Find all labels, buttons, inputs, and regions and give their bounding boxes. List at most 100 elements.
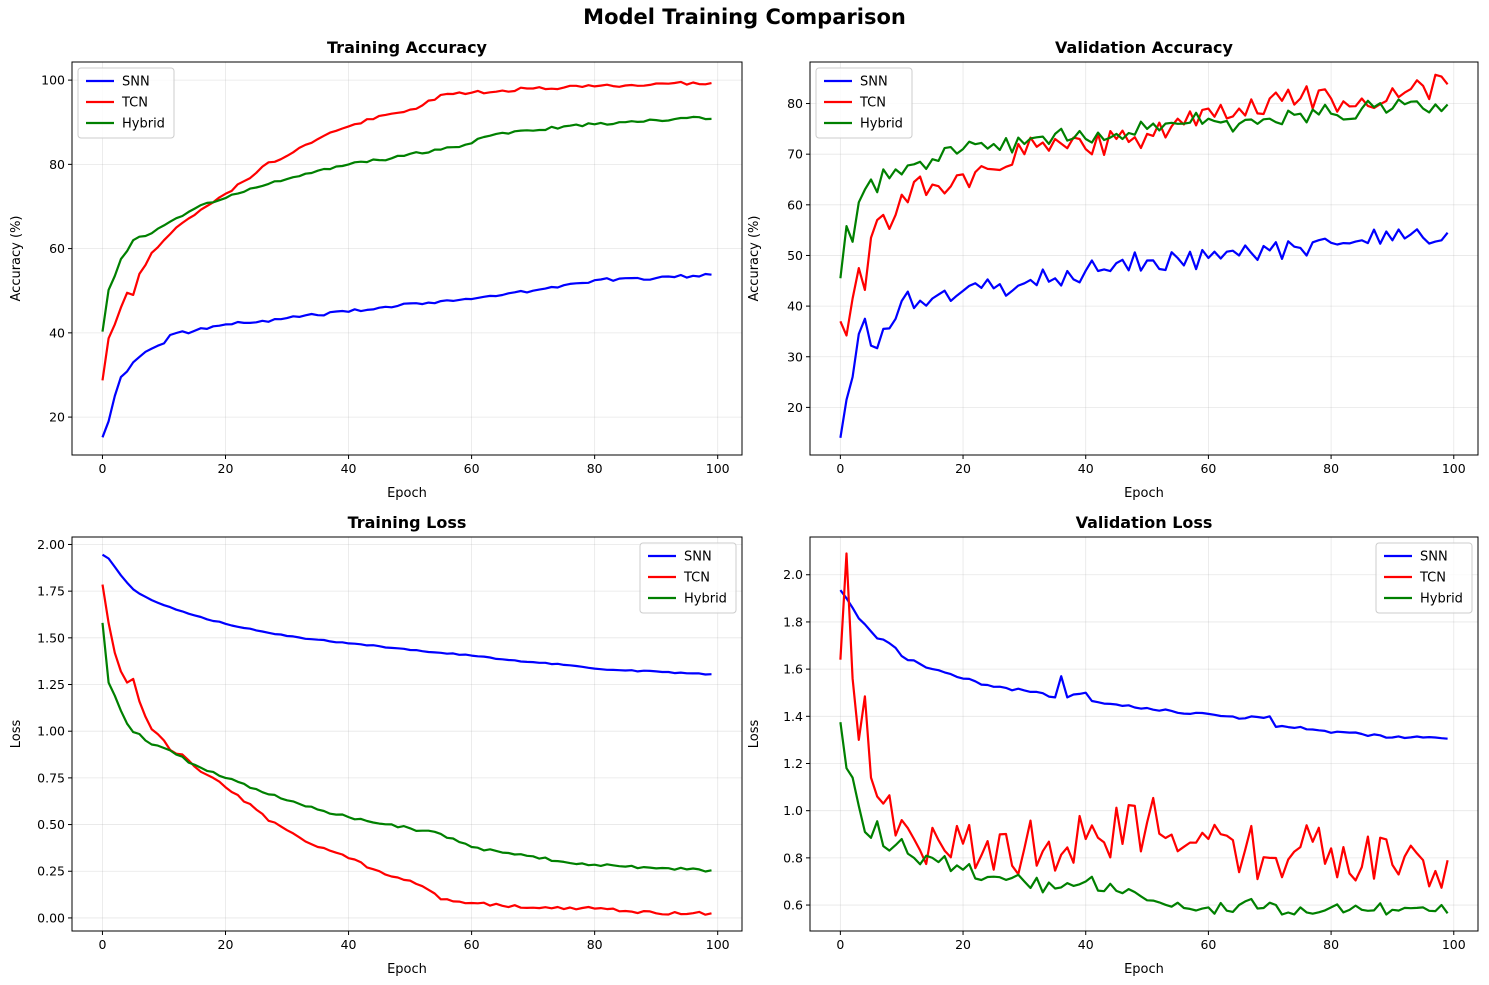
plot-frame (71, 61, 743, 456)
y-tick-label: 50 (787, 248, 803, 263)
series-line-tcn (101, 80, 712, 381)
chart-title: Training Accuracy (327, 38, 488, 57)
series-line-hybrid (839, 722, 1449, 916)
y-tick-label: 20 (49, 410, 65, 425)
series-line-snn (101, 553, 712, 676)
chart-panel-4: 0 20 40 60 80 100 0.6 0.8 1.0 1.2 1.4 1.6 1.8 2.0 Vali… (747, 513, 1479, 977)
plot-frame (71, 536, 743, 932)
chart-panel-2: 0 20 40 60 80 100 20 30 40 50 60 70 80 Validation Acc… (747, 38, 1479, 501)
legend-label-tcn: TCN (1419, 571, 1446, 586)
x-tick-label: 0 (98, 937, 106, 952)
x-tick-label: 20 (218, 461, 234, 476)
y-tick-label: 80 (787, 96, 803, 111)
chart-title: Validation Loss (1076, 513, 1213, 532)
x-tick-label: 80 (587, 461, 603, 476)
legend-label-snn: SNN (684, 550, 712, 565)
legend: SNN TCN Hybrid (639, 542, 737, 614)
x-axis-label: Epoch (387, 486, 427, 501)
y-tick-label: 1.00 (37, 724, 65, 739)
x-tick-label: 60 (464, 937, 480, 952)
y-tick-label: 1.2 (783, 756, 803, 771)
plot-frame (809, 536, 1479, 932)
y-tick-label: 1.75 (37, 584, 65, 599)
legend-label-snn: SNN (122, 75, 150, 90)
y-tick-label: 60 (49, 241, 65, 256)
x-tick-label: 100 (1442, 937, 1466, 952)
legend-label-tcn: TCN (683, 571, 710, 586)
chart-title: Validation Accuracy (1055, 38, 1234, 57)
x-tick-label: 60 (1200, 461, 1216, 476)
x-tick-label: 0 (98, 461, 106, 476)
legend-label-snn: SNN (860, 75, 888, 90)
legend-label-snn: SNN (1420, 550, 1448, 565)
legend: SNN TCN Hybrid (815, 67, 913, 139)
chart-title: Training Loss (348, 513, 467, 532)
legend-label-tcn: TCN (121, 96, 148, 111)
x-tick-label: 0 (836, 461, 844, 476)
series-line-hybrid (839, 98, 1449, 279)
y-axis-label: Loss (9, 720, 24, 749)
plot-frame (809, 61, 1479, 456)
legend-label-hybrid: Hybrid (1420, 592, 1463, 607)
x-tick-label: 80 (1323, 937, 1339, 952)
series-line-hybrid (101, 622, 712, 873)
y-tick-label: 1.8 (783, 614, 803, 629)
legend-label-hybrid: Hybrid (122, 117, 165, 132)
chart-panel-3: 0 20 40 60 80 100 0.00 0.25 0.50 0.75 1.00 1.25 1.50… (9, 513, 743, 977)
x-axis-label: Epoch (1124, 962, 1164, 977)
x-tick-label: 40 (1078, 461, 1094, 476)
x-tick-label: 0 (836, 937, 844, 952)
figure-title: Model Training Comparison (583, 5, 906, 29)
x-tick-label: 100 (706, 461, 730, 476)
series-line-tcn (101, 584, 712, 916)
x-tick-label: 20 (218, 937, 234, 952)
y-tick-label: 0.25 (37, 864, 65, 879)
y-tick-label: 1.0 (783, 803, 803, 818)
y-tick-label: 100 (41, 73, 65, 88)
x-tick-label: 40 (341, 937, 357, 952)
y-tick-label: 70 (787, 147, 803, 162)
legend-box (77, 67, 175, 139)
legend: SNN TCN Hybrid (77, 67, 175, 139)
series-line-snn (839, 589, 1448, 740)
y-tick-label: 0.6 (783, 898, 803, 913)
legend-label-tcn: TCN (859, 96, 886, 111)
x-tick-label: 20 (955, 937, 971, 952)
legend-label-hybrid: Hybrid (860, 117, 903, 132)
y-tick-label: 1.50 (37, 630, 65, 645)
y-tick-label: 60 (787, 197, 803, 212)
x-axis-label: Epoch (387, 962, 427, 977)
legend-label-hybrid: Hybrid (684, 592, 727, 607)
x-tick-label: 60 (1200, 937, 1216, 952)
y-tick-label: 30 (787, 349, 803, 364)
y-tick-label: 1.6 (783, 662, 803, 677)
x-tick-label: 80 (587, 937, 603, 952)
y-tick-label: 0.50 (37, 817, 65, 832)
series-line-snn (839, 228, 1449, 438)
x-tick-label: 80 (1323, 461, 1339, 476)
x-tick-label: 100 (1442, 461, 1466, 476)
y-tick-label: 40 (49, 325, 65, 340)
y-tick-label: 20 (787, 400, 803, 415)
series-line-tcn (839, 73, 1449, 337)
x-tick-label: 40 (1078, 937, 1094, 952)
y-tick-label: 0.8 (783, 850, 803, 865)
series-line-tcn (839, 552, 1449, 889)
chart-panel-1: 0 20 40 60 80 100 20 40 60 80 100 Training Accuracy… (9, 38, 743, 501)
y-tick-label: 0.75 (37, 770, 65, 785)
y-tick-label: 40 (787, 299, 803, 314)
y-tick-label: 1.4 (783, 709, 803, 724)
x-tick-label: 40 (341, 461, 357, 476)
legend-box (639, 542, 737, 614)
y-tick-label: 2.00 (37, 537, 65, 552)
x-axis-label: Epoch (1124, 486, 1164, 501)
y-axis-label: Accuracy (%) (9, 216, 24, 302)
series-line-snn (101, 272, 712, 438)
legend-box (815, 67, 913, 139)
y-tick-label: 2.0 (783, 567, 803, 582)
y-tick-label: 80 (49, 157, 65, 172)
x-tick-label: 60 (464, 461, 480, 476)
legend-box (1375, 542, 1473, 614)
y-axis-label: Loss (747, 720, 762, 749)
